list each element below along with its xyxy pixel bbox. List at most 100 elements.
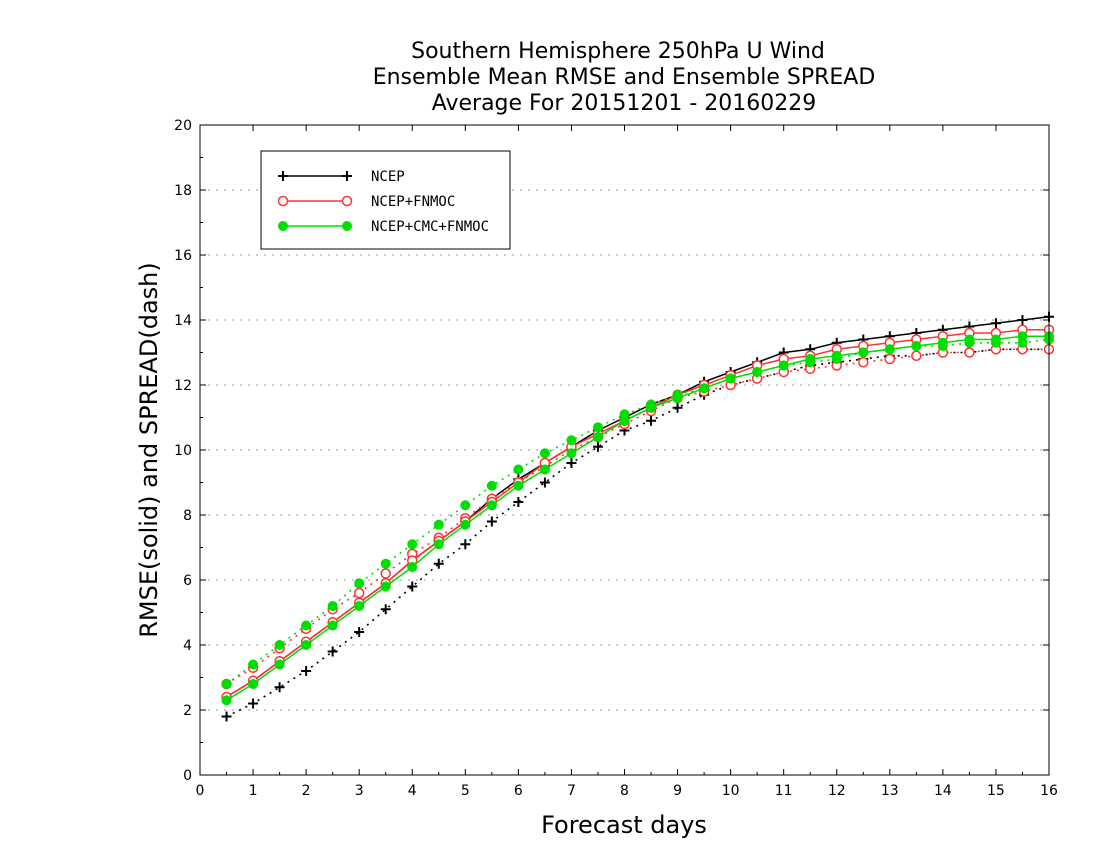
ncep-fnmoc-spread-point — [380, 568, 391, 579]
ncep-cmc-fnmoc-rmse-point — [964, 334, 975, 345]
ncep-fnmoc-spread-point — [858, 357, 869, 368]
title-line-2: Ensemble Mean RMSE and Ensemble SPREAD — [373, 65, 876, 90]
x-tick-label: 1 — [249, 783, 258, 799]
title-line-3: Average For 20151201 - 20160229 — [432, 91, 817, 116]
ncep-cmc-fnmoc-rmse-point — [274, 659, 285, 670]
y-tick-label: 0 — [183, 768, 192, 784]
ncep-spread-point — [301, 666, 312, 676]
ncep-cmc-fnmoc-rmse-point — [592, 432, 603, 442]
x-tick-label: 6 — [514, 783, 523, 799]
ncep-spread-point — [646, 415, 657, 426]
ncep-cmc-fnmoc-rmse-line — [226, 335, 1049, 701]
ncep-cmc-fnmoc-rmse-point — [858, 347, 869, 358]
gridlines — [200, 189, 1049, 711]
ncep-spread-point — [539, 477, 550, 488]
legend-marker — [341, 195, 353, 207]
ncep-cmc-fnmoc-rmse-point — [884, 344, 895, 355]
ncep-cmc-fnmoc-rmse-point — [646, 402, 657, 413]
ncep-fnmoc-spread-series — [221, 344, 1055, 690]
ncep-cmc-fnmoc-spread-point — [433, 519, 444, 530]
ncep-cmc-fnmoc-spread-point — [592, 422, 603, 433]
ncep-cmc-fnmoc-spread-point — [566, 435, 577, 446]
legend-label: NCEP+FNMOC — [371, 194, 455, 210]
legend-item-ncep-fnmoc: NCEP+FNMOC — [277, 194, 455, 210]
ncep-rmse-series — [221, 311, 1054, 702]
y-axis-label: RMSE(solid) and SPREAD(dash) — [135, 262, 163, 638]
ncep-cmc-fnmoc-rmse-point — [619, 415, 630, 426]
ncep-cmc-fnmoc-rmse-point — [805, 354, 816, 364]
ncep-cmc-fnmoc-rmse-series — [221, 331, 1054, 706]
ncep-cmc-fnmoc-rmse-point — [937, 337, 948, 348]
ncep-spread-point — [327, 646, 338, 657]
x-tick-label: 9 — [673, 783, 682, 799]
x-tick-label: 12 — [828, 783, 846, 799]
x-tick-label: 10 — [722, 783, 740, 799]
x-tick-label: 8 — [620, 783, 629, 799]
ncep-cmc-fnmoc-spread-series — [221, 334, 1054, 689]
x-tick-label: 5 — [461, 783, 470, 799]
legend-marker — [278, 221, 288, 231]
ncep-cmc-fnmoc-rmse-point — [990, 334, 1001, 345]
ncep-cmc-fnmoc-spread-point — [407, 539, 418, 550]
legend-marker — [278, 171, 288, 181]
ncep-cmc-fnmoc-rmse-point — [221, 695, 232, 706]
ncep-cmc-fnmoc-rmse-point — [752, 367, 763, 377]
ncep-spread-point — [380, 604, 391, 615]
ncep-cmc-fnmoc-rmse-point — [513, 480, 524, 491]
legend-marker — [342, 171, 352, 181]
ncep-cmc-fnmoc-rmse-point — [380, 581, 391, 592]
ncep-cmc-fnmoc-rmse-point — [725, 373, 736, 384]
x-axis-label: Forecast days — [541, 811, 707, 839]
ncep-spread-point — [513, 497, 524, 507]
ncep-cmc-fnmoc-spread-point — [486, 480, 497, 491]
x-tick-label: 2 — [302, 783, 311, 799]
y-tick-label: 14 — [174, 313, 192, 329]
ncep-cmc-fnmoc-rmse-point — [327, 620, 338, 631]
ncep-spread-point — [592, 441, 603, 452]
ncep-cmc-fnmoc-rmse-point — [1017, 331, 1028, 342]
series-lines — [221, 311, 1055, 722]
x-tick-label: 15 — [987, 783, 1005, 799]
ncep-cmc-fnmoc-spread-point — [301, 620, 312, 631]
ncep-spread-point — [221, 711, 232, 722]
ncep-spread-point — [354, 627, 365, 637]
ncep-cmc-fnmoc-rmse-point — [539, 464, 550, 475]
ncep-cmc-fnmoc-spread-point — [380, 558, 391, 569]
ncep-cmc-fnmoc-rmse-point — [778, 360, 789, 371]
ncep-cmc-fnmoc-spread-point — [513, 464, 524, 475]
ncep-fnmoc-spread-line — [226, 348, 1049, 685]
ncep-spread-line — [226, 348, 1049, 718]
legend: NCEP NCEP+FNMOC NCEP+CMC+FNMOC — [260, 150, 511, 250]
ncep-cmc-fnmoc-rmse-point — [699, 383, 710, 394]
y-tick-label: 8 — [183, 508, 192, 524]
y-tick-label: 4 — [183, 638, 192, 654]
ncep-rmse-point — [1017, 315, 1028, 325]
y-tick-label: 20 — [174, 118, 192, 134]
ncep-cmc-fnmoc-rmse-point — [566, 448, 577, 459]
x-tick-label: 7 — [567, 783, 576, 799]
ncep-cmc-fnmoc-rmse-point — [433, 539, 444, 550]
ncep-spread-point — [566, 458, 577, 468]
ncep-cmc-fnmoc-rmse-point — [460, 519, 471, 530]
ncep-fnmoc-spread-point — [353, 587, 365, 599]
ncep-cmc-fnmoc-rmse-point — [407, 562, 418, 572]
ncep-cmc-fnmoc-spread-point — [354, 578, 365, 589]
x-tick-label: 16 — [1040, 783, 1058, 799]
ncep-cmc-fnmoc-spread-point — [327, 601, 338, 611]
x-tick-label: 4 — [408, 783, 417, 799]
x-tick-label: 13 — [881, 783, 899, 799]
legend-item-ncep: NCEP — [278, 169, 405, 185]
ncep-rmse-line — [226, 316, 1050, 698]
ncep-spread-point — [407, 581, 418, 592]
y-tick-label: 6 — [183, 573, 192, 589]
ncep-fnmoc-spread-point — [911, 350, 922, 361]
ncep-cmc-fnmoc-rmse-point — [831, 350, 842, 361]
x-tick-label: 3 — [355, 783, 364, 799]
legend-marker — [277, 195, 289, 207]
ncep-spread-point — [433, 558, 444, 569]
ncep-spread-point — [486, 516, 497, 527]
x-tick-label: 11 — [775, 783, 793, 799]
legend-item-ncep-cmc-fnmoc: NCEP+CMC+FNMOC — [278, 219, 489, 235]
